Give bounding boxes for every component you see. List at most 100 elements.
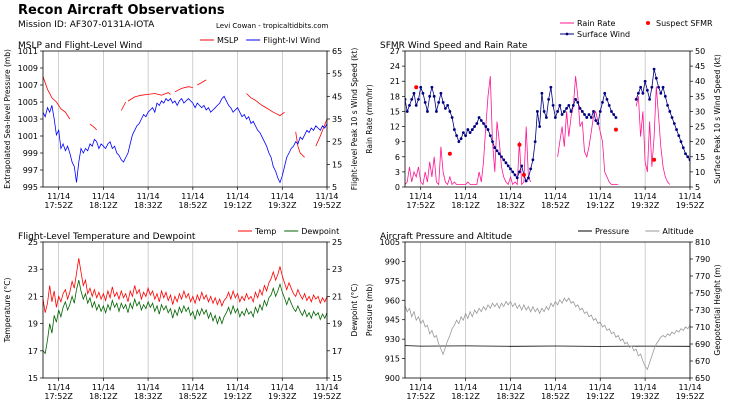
- data-point: [437, 100, 441, 104]
- data-point: [513, 173, 517, 177]
- data-point: [677, 134, 681, 138]
- x-tick-label: 11/14: [678, 192, 701, 201]
- x-tick-label: 11/14: [544, 383, 567, 392]
- y2-tick-label: 5: [332, 183, 337, 192]
- y-tick-label: 15: [390, 107, 400, 116]
- x-tick-label: 11/14: [678, 383, 701, 392]
- data-point: [484, 125, 488, 128]
- y2-tick-label: 810: [695, 238, 710, 247]
- legend: Rain Rate Suspect SFMR Surface Wind: [560, 19, 713, 39]
- data-point: [598, 110, 602, 113]
- data-point: [661, 85, 665, 89]
- y2-tick-label: 15: [332, 374, 342, 383]
- data-point: [679, 140, 683, 144]
- y-tick-label: 1003: [18, 115, 38, 124]
- x-tick-label: 18:32Z: [496, 392, 525, 401]
- y2-tick-label: 5: [695, 183, 700, 192]
- y-tick-label: 997: [23, 166, 38, 175]
- x-tick-label: 18:52Z: [541, 201, 570, 210]
- series-line-mslp: [295, 131, 305, 158]
- y2-tick-label: 35: [695, 92, 705, 101]
- x-tick-label: 11/14: [271, 383, 294, 392]
- data-layer: [43, 258, 327, 355]
- data-point: [583, 113, 586, 116]
- y2-axis-label: Dewpoint (°C): [350, 283, 359, 336]
- y2-tick-label: 35: [332, 115, 342, 124]
- x-tick-label: 19:52Z: [676, 392, 705, 401]
- x-tick-label: 19:12Z: [586, 392, 615, 401]
- data-point: [509, 167, 512, 171]
- y-tick-label: 945: [385, 316, 400, 325]
- data-point: [650, 85, 654, 89]
- legend-label: Pressure: [595, 227, 629, 236]
- legend: Temp Dewpoint: [238, 227, 339, 236]
- x-tick-label: 19:12Z: [223, 201, 252, 210]
- data-point: [681, 146, 685, 150]
- data-point: [634, 97, 638, 101]
- data-point: [551, 104, 555, 107]
- data-point: [560, 113, 564, 116]
- x-tick-label: 18:12Z: [451, 201, 480, 210]
- chart-title: MSLP and Flight-Level Wind: [18, 41, 142, 51]
- legend-label: Suspect SFMR: [656, 19, 713, 28]
- data-point: [574, 97, 577, 101]
- legend-swatch: [646, 21, 650, 25]
- x-tick-label: 18:32Z: [134, 201, 163, 210]
- data-point: [450, 116, 454, 119]
- data-point: [675, 128, 678, 131]
- y-tick-label: 1005: [18, 98, 38, 107]
- y2-tick-label: 750: [695, 289, 710, 298]
- data-point: [553, 116, 557, 119]
- y2-axis-label: Flight-level Peak 10 s Wind Speed (kt): [350, 48, 359, 191]
- data-point: [479, 119, 483, 122]
- plot-frame: [42, 241, 328, 379]
- x-tick-label: 11/14: [137, 192, 160, 201]
- y2-tick-label: 690: [695, 340, 710, 349]
- x-tick-label: 11/14: [271, 192, 294, 201]
- y2-tick-label: 45: [695, 62, 705, 71]
- y2-tick-label: 21: [332, 292, 342, 301]
- y-tick-label: 19: [28, 320, 38, 329]
- x-tick-label: 11/14: [589, 192, 612, 201]
- series-line-dewpoint: [43, 280, 327, 355]
- data-point: [412, 91, 416, 95]
- legend-label: Flight-lvl Wind: [263, 36, 320, 45]
- x-tick-label: 18:52Z: [179, 201, 208, 210]
- series-line-rain-rate: [635, 86, 671, 185]
- series-line-rain-rate: [557, 76, 619, 185]
- y2-tick-label: 15: [695, 153, 705, 162]
- y-tick-label: 17: [28, 347, 38, 356]
- data-point: [497, 152, 501, 156]
- chart-pressure-altitude: 11/1417:52Z11/1418:12Z11/1418:32Z11/1418…: [365, 227, 722, 401]
- suspect-point: [414, 85, 419, 90]
- data-point: [668, 110, 672, 113]
- data-point: [443, 107, 447, 110]
- chart-sfmr: 11/1417:52Z11/1418:12Z11/1418:32Z11/1418…: [365, 19, 722, 210]
- data-point: [500, 155, 503, 159]
- legend-swatch: [565, 32, 569, 36]
- data-point: [486, 128, 490, 131]
- data-layer: [43, 76, 327, 184]
- y-tick-label: 15: [28, 374, 38, 383]
- data-point: [414, 104, 418, 107]
- data-point: [448, 110, 452, 113]
- suspect-point: [517, 142, 522, 147]
- data-point: [549, 85, 553, 89]
- data-point: [493, 146, 497, 150]
- mission-id: Mission ID: AF307-0131A-IOTA: [18, 20, 155, 30]
- y2-tick-label: 30: [695, 107, 705, 116]
- chart-mslp-wind: 11/1417:52Z11/1418:12Z11/1418:32Z11/1418…: [3, 36, 359, 210]
- plot-frame: [42, 50, 328, 188]
- data-point: [594, 119, 598, 122]
- data-point: [607, 104, 611, 107]
- data-point: [612, 113, 616, 116]
- data-point: [580, 110, 584, 113]
- series-line-mslp: [127, 92, 171, 102]
- data-point: [502, 158, 506, 162]
- y-axis-label: Temperature (°C): [3, 278, 12, 344]
- data-point: [567, 104, 571, 107]
- x-tick-label: 11/14: [589, 383, 612, 392]
- y2-tick-label: 650: [695, 374, 710, 383]
- data-point: [520, 164, 524, 168]
- y-tick-label: 23: [28, 265, 38, 274]
